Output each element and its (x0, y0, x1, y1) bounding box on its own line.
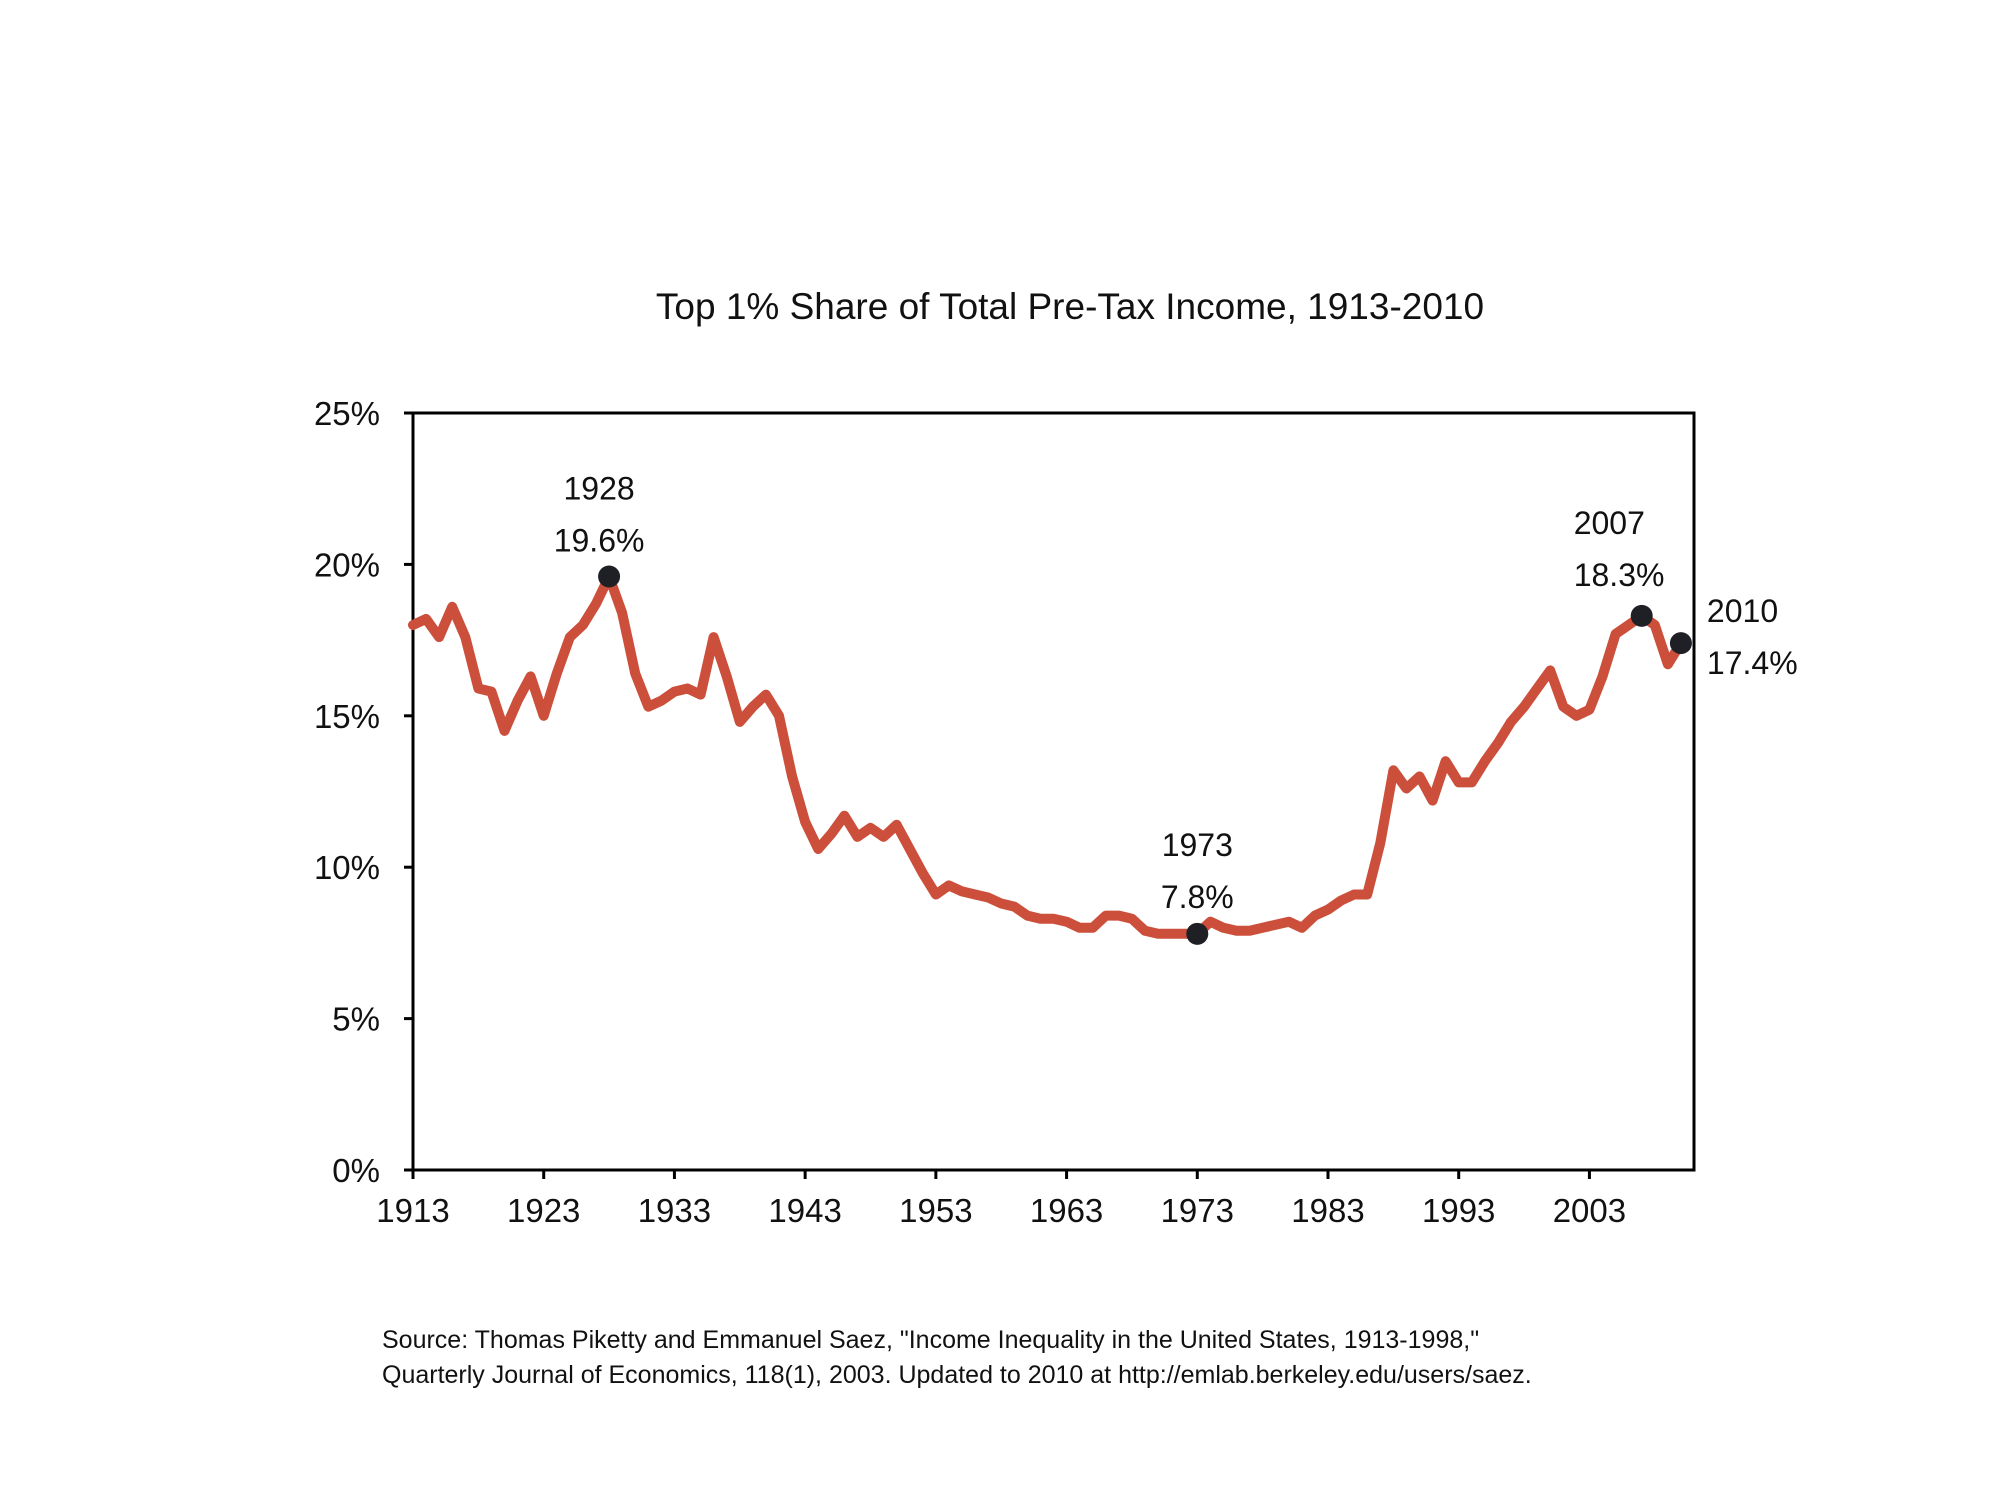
x-tick-label: 1933 (638, 1192, 711, 1229)
annotation-value: 17.4% (1707, 645, 1798, 681)
annotation-year: 2010 (1707, 593, 1778, 629)
highlight-marker (1630, 604, 1653, 627)
source-note-line-2: Quarterly Journal of Economics, 118(1), … (382, 1361, 1532, 1389)
x-tick-label: 1973 (1161, 1192, 1234, 1229)
x-axis: 1913 1923 1933 1943 1953 1963 1973 1983 1993 2003 (376, 1170, 1626, 1229)
x-tick-label: 1913 (376, 1192, 449, 1229)
y-tick-label: 25% (314, 395, 380, 432)
y-tick-label: 15% (314, 698, 380, 735)
x-tick-label: 2003 (1553, 1192, 1626, 1229)
x-tick-label: 1943 (768, 1192, 841, 1229)
series-layer (408, 571, 1686, 939)
x-tick-label: 1923 (507, 1192, 580, 1229)
y-tick-label: 20% (314, 546, 380, 583)
highlight-marker (1669, 632, 1692, 655)
y-tick-label: 0% (332, 1152, 380, 1189)
annotation-year: 1973 (1162, 827, 1233, 863)
x-tick-label: 1983 (1291, 1192, 1364, 1229)
source-note-line-1: Source: Thomas Piketty and Emmanuel Saez… (382, 1326, 1479, 1354)
chart-title: Top 1% Share of Total Pre-Tax Income, 19… (656, 286, 1484, 327)
x-tick-label: 1993 (1422, 1192, 1495, 1229)
y-tick-label: 10% (314, 849, 380, 886)
series-line (408, 571, 1686, 939)
annotation-year: 1928 (563, 471, 634, 507)
annotation-value: 18.3% (1574, 557, 1665, 593)
y-axis: 0% 5% 10% 15% 20% 25% (314, 395, 413, 1189)
plot-area-frame (411, 411, 1696, 1172)
x-tick-label: 1963 (1030, 1192, 1103, 1229)
annotation-layer: 1928 19.6% 1973 7.8% 2007 18.3% 2010 17.4% (554, 471, 1798, 915)
marker-layer (598, 565, 1692, 945)
highlight-marker (1186, 922, 1209, 945)
annotation-value: 7.8% (1161, 879, 1234, 915)
x-tick-label: 1953 (899, 1192, 972, 1229)
highlight-marker (598, 565, 621, 588)
y-tick-label: 5% (332, 1001, 380, 1038)
annotation-year: 2007 (1574, 505, 1645, 541)
annotation-value: 19.6% (554, 523, 645, 559)
